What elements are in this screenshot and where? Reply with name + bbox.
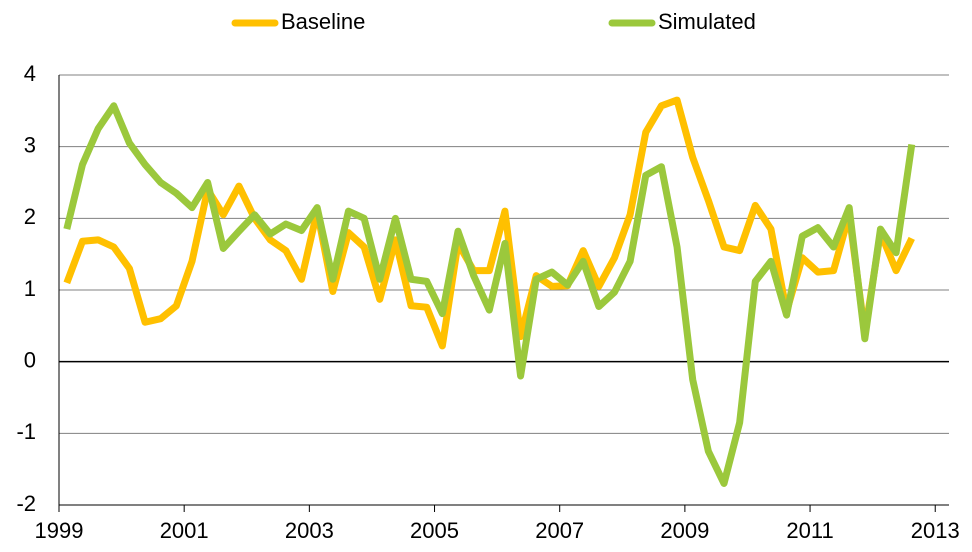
legend-label: Simulated xyxy=(658,9,756,34)
x-tick-label: 2005 xyxy=(410,518,459,543)
x-tick-label: 1999 xyxy=(35,518,84,543)
x-tick-label: 2003 xyxy=(285,518,334,543)
y-tick-label: 3 xyxy=(24,132,36,157)
x-tick-label: 2007 xyxy=(535,518,584,543)
x-tick-label: 2001 xyxy=(160,518,209,543)
y-tick-label: 1 xyxy=(24,276,36,301)
x-tick-label: 2013 xyxy=(911,518,960,543)
y-tick-label: 2 xyxy=(24,204,36,229)
y-tick-label: 4 xyxy=(24,61,36,86)
x-tick-label: 2011 xyxy=(786,518,833,543)
series-line xyxy=(63,102,916,487)
y-tick-label: -2 xyxy=(16,491,36,516)
y-tick-label: 0 xyxy=(24,347,36,372)
x-tick-label: 2009 xyxy=(660,518,709,543)
y-tick-label: -1 xyxy=(16,419,36,444)
legend-label: Baseline xyxy=(281,9,365,34)
